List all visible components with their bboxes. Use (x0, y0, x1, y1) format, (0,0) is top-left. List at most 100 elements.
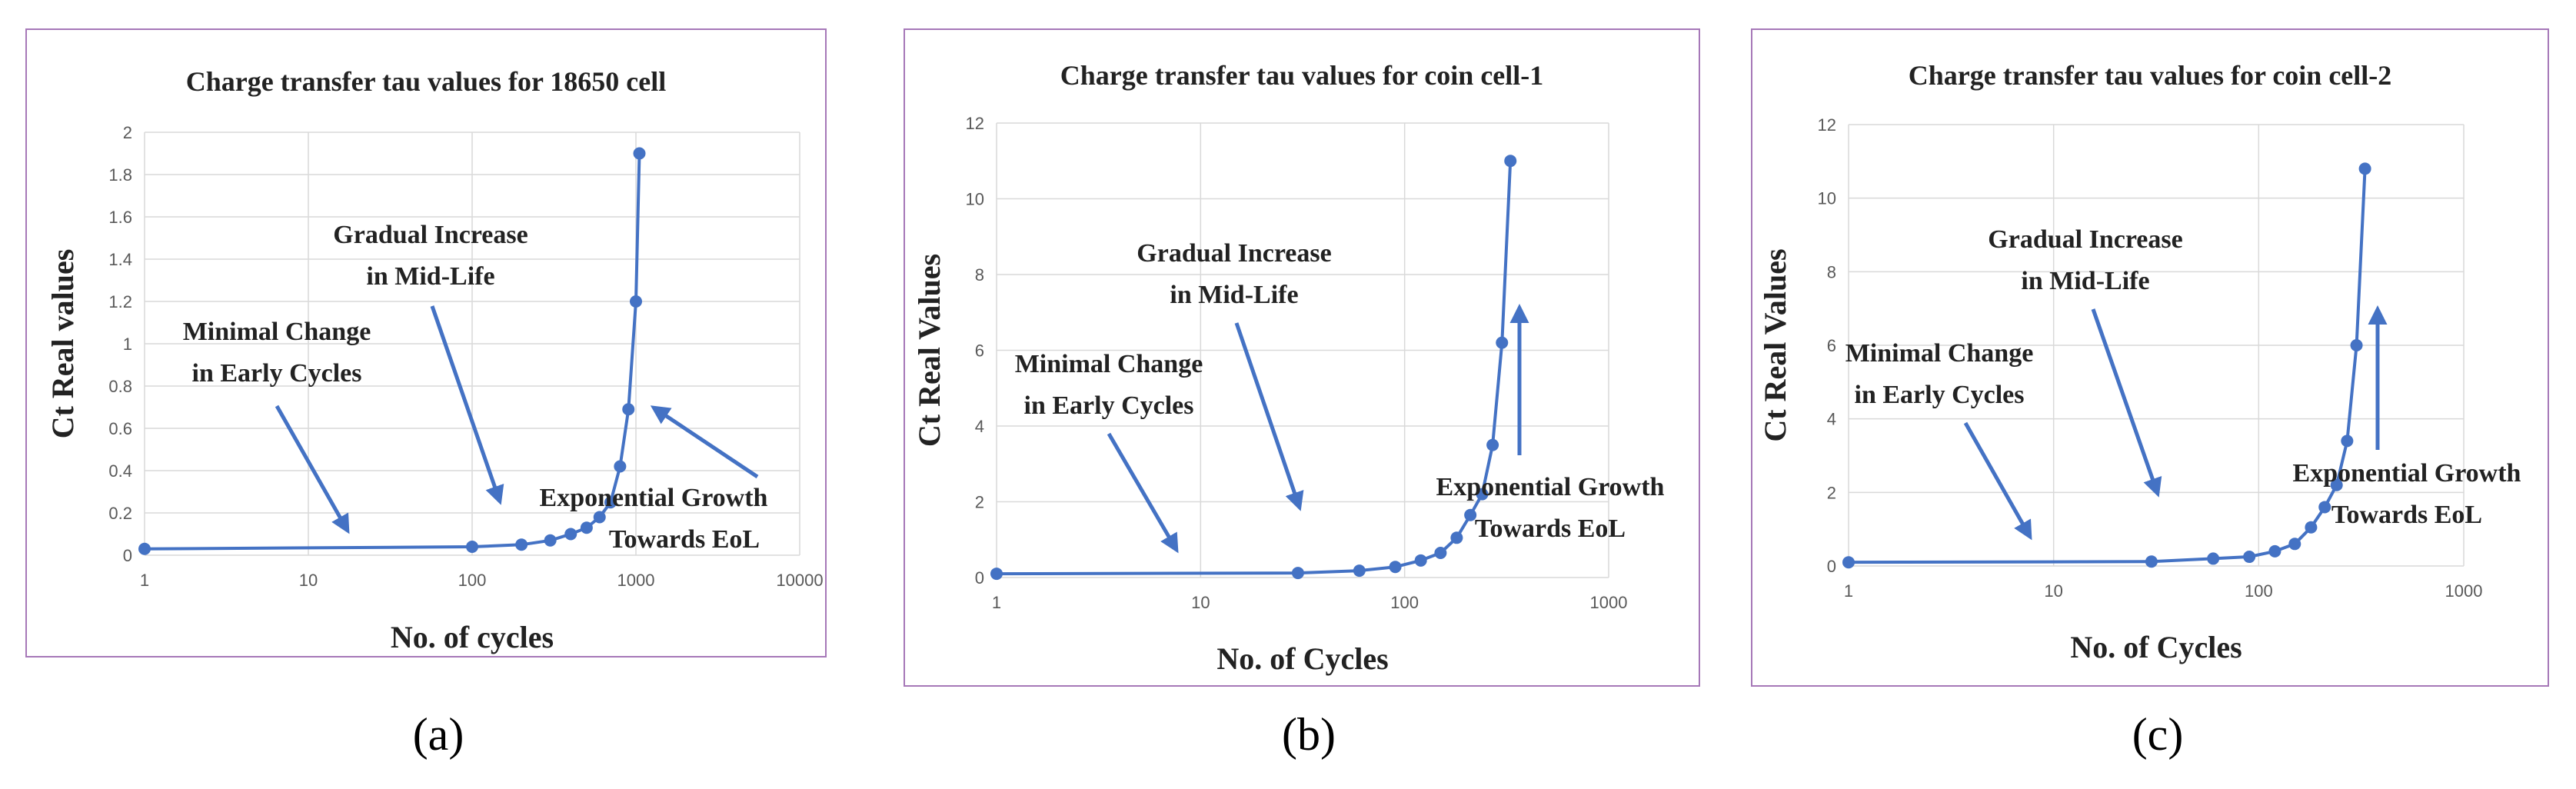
annotation-2: Gradual Increase in Mid-Life (333, 221, 528, 505)
data-point (1353, 564, 1366, 578)
data-point (614, 460, 627, 473)
data-point (1434, 546, 1447, 559)
y-tick-label: 8 (1827, 262, 1836, 281)
annotation-text: in Mid-Life (2021, 267, 2149, 295)
y-tick-label: 0 (975, 568, 984, 588)
x-tick-label: 1000 (2445, 581, 2483, 601)
annotation-1: Minimal Change in Early Cycles (1845, 339, 2034, 541)
annotation-arrow (1963, 421, 2032, 541)
y-tick-label: 0.4 (108, 461, 132, 481)
y-tick-label: 0 (123, 546, 132, 565)
data-point (2350, 339, 2363, 351)
data-point (1486, 438, 1499, 451)
annotation-3: Exponential Growth Towards EoL (1436, 304, 1665, 543)
data-point (593, 511, 606, 524)
data-point (2305, 521, 2318, 534)
data-point (515, 538, 528, 551)
annotation-text: Towards EoL (609, 525, 760, 554)
data-point (2207, 552, 2220, 565)
y-tick-label: 6 (1827, 336, 1836, 355)
y-axis-label: Ct Real Values (912, 254, 947, 447)
annotation-arrow (430, 305, 504, 505)
data-point (1414, 554, 1427, 567)
data-point (564, 528, 577, 541)
annotation-text: Exponential Growth (2293, 459, 2521, 488)
y-tick-label: 2 (123, 123, 132, 142)
y-tick-label: 2 (975, 493, 984, 512)
data-point (633, 147, 646, 160)
annotation-text: Exponential Growth (540, 484, 768, 512)
chart-panel-c: 0 2 4 6 8 10 12 1 10 100 1000 Charge transfer tau v… (1751, 28, 2549, 687)
y-tick-label: 0.6 (108, 419, 132, 438)
annotation-text: Minimal Change (1015, 350, 1203, 378)
x-axis-label: No. of Cycles (1216, 641, 1388, 676)
data-point (1450, 531, 1463, 544)
chart-frame (25, 28, 827, 658)
annotation-text: Gradual Increase (1137, 239, 1331, 268)
chart-title: Charge transfer tau values for coin cell… (1909, 60, 2392, 91)
x-tick-label: 100 (1390, 593, 1419, 612)
data-point (2358, 162, 2371, 175)
annotation-text: Gradual Increase (333, 221, 528, 249)
charts-root: 00.20.40.60.811.21.41.61.821 10 100 1000 100… (25, 28, 2549, 760)
series-line (996, 161, 1513, 576)
annotation-3: Exponential Growth Towards EoL (2293, 305, 2521, 529)
panel-label-b: (b) (1282, 709, 1336, 760)
annotation-text: Gradual Increase (1988, 225, 2182, 254)
x-tick-label: 1 (1844, 581, 1853, 601)
y-tick-label: 8 (975, 265, 984, 285)
chart-panel-b: 0 2 4 6 8 10 12 1 10 100 1000 Charge transfer tau v… (904, 28, 1700, 687)
annotation-text: Towards EoL (2331, 501, 2482, 529)
annotation-arrow (650, 405, 759, 479)
x-tick-label: 10 (2044, 581, 2062, 601)
data-point (2268, 544, 2281, 558)
annotation-arrow (275, 404, 350, 534)
x-tick-label: 10 (1191, 593, 1210, 612)
x-tick-label: 1 (992, 593, 1001, 612)
data-point (544, 534, 557, 547)
x-axis-label: No. of Cycles (2070, 630, 2242, 664)
series-line (144, 153, 641, 551)
annotation-text: Minimal Change (1845, 339, 2034, 368)
data-point (580, 521, 593, 534)
data-point (1464, 508, 1477, 521)
gridlines (1848, 124, 2465, 567)
y-tick-label: 1.2 (108, 292, 132, 311)
data-point (2243, 551, 2256, 564)
annotation-2: Gradual Increase in Mid-Life (1137, 239, 1332, 511)
data-point (990, 568, 1003, 581)
y-tick-label: 10 (1818, 189, 1836, 208)
data-point (1504, 155, 1517, 168)
y-tick-label: 1 (123, 335, 132, 354)
y-tick-label: 0.2 (108, 504, 132, 523)
data-point (1842, 556, 1855, 569)
y-axis-label: Ct Real Values (1758, 248, 1792, 441)
data-point (630, 295, 642, 308)
y-axis-label: Ct Real values (45, 249, 80, 439)
data-point (1389, 561, 1402, 574)
annotation-1: Minimal Change in Early Cycles (183, 318, 371, 534)
x-tick-label: 1000 (1590, 593, 1628, 612)
y-tick-label: 1.4 (108, 250, 132, 269)
data-point (2145, 555, 2158, 568)
y-tick-label: 4 (1827, 410, 1836, 429)
annotation-text: in Early Cycles (1024, 391, 1194, 420)
annotation-1: Minimal Change in Early Cycles (1015, 350, 1203, 554)
y-tick-label: 12 (1818, 115, 1836, 135)
annotation-arrow (2091, 308, 2162, 498)
data-point (1476, 488, 1489, 501)
y-tick-label: 0 (1827, 557, 1836, 576)
annotation-2: Gradual Increase in Mid-Life (1988, 225, 2183, 498)
y-tick-label: 1.8 (108, 165, 132, 185)
annotation-text: Minimal Change (183, 318, 371, 346)
y-tick-label: 0.8 (108, 377, 132, 396)
data-point (2318, 501, 2331, 514)
gridlines (996, 122, 1609, 578)
x-tick-label: 100 (2245, 581, 2273, 601)
annotation-text: in Early Cycles (192, 359, 362, 388)
annotation-text: Exponential Growth (1436, 473, 1665, 501)
x-tick-label: 1 (140, 571, 149, 590)
panel-label-a: (a) (413, 709, 464, 760)
annotation-text: Towards EoL (1475, 514, 1626, 543)
y-tick-label: 4 (975, 417, 984, 436)
